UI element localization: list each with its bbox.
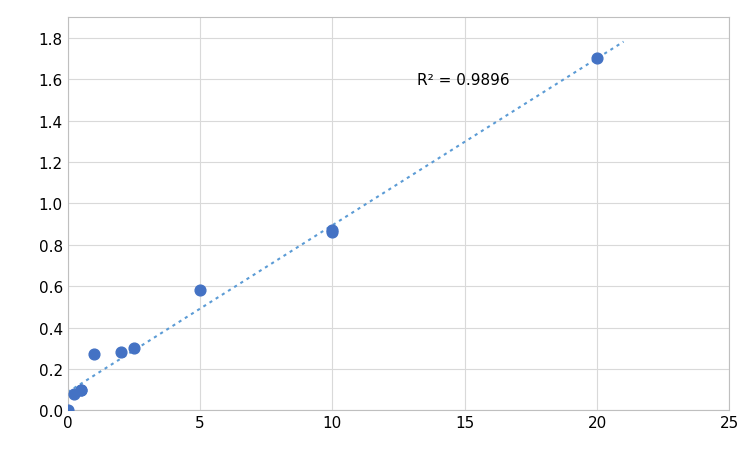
- Point: [128, 345, 140, 352]
- Point: [114, 349, 126, 356]
- Point: [326, 229, 338, 236]
- Point: [591, 56, 603, 63]
- Point: [75, 386, 87, 393]
- Point: [326, 227, 338, 235]
- Point: [194, 287, 206, 294]
- Point: [62, 407, 74, 414]
- Point: [75, 386, 87, 393]
- Point: [88, 351, 100, 358]
- Text: R² = 0.9896: R² = 0.9896: [417, 73, 510, 87]
- Point: [68, 390, 80, 397]
